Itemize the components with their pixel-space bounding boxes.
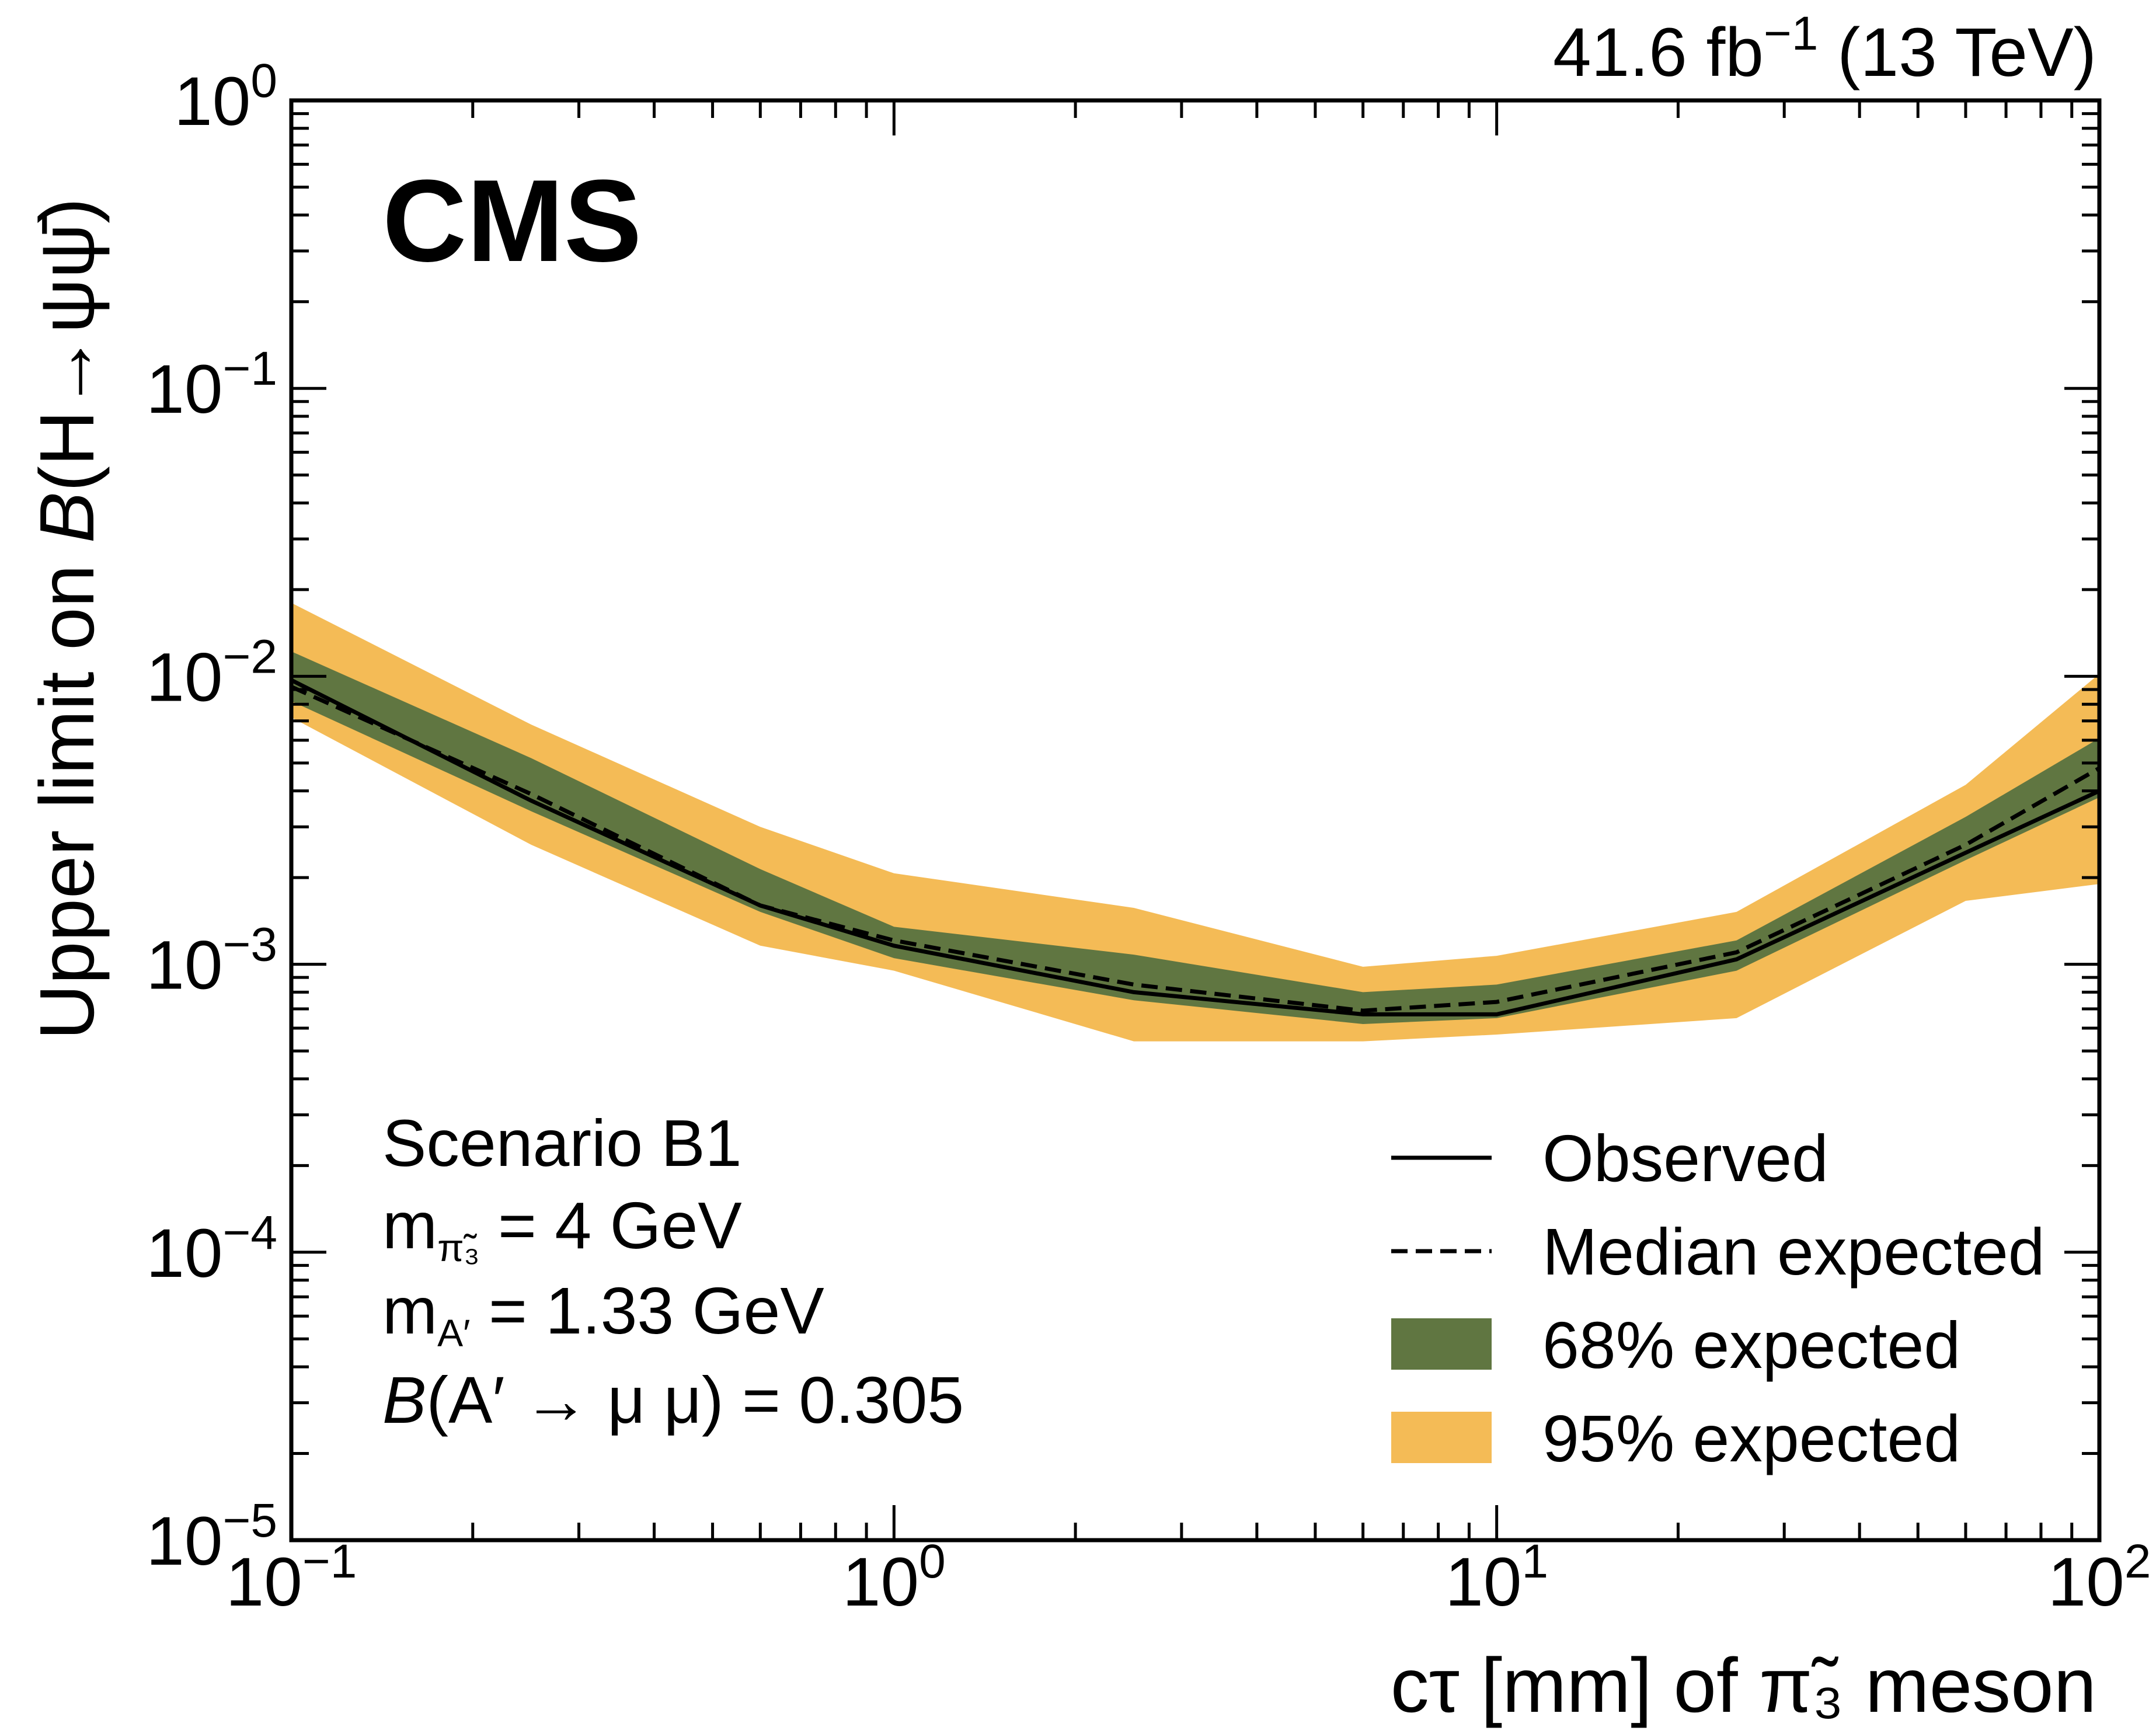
band-68 [291, 651, 2099, 1024]
legend-68-symbol [1391, 1318, 1492, 1370]
x-axis-label: cτ [mm] of π̃₃ meson [1391, 1642, 2096, 1728]
y-tick-label: 10−3 [146, 918, 277, 1004]
lumi-label: 41.6 fb−1 (13 TeV) [1553, 7, 2096, 91]
observed-line [290, 678, 2101, 1016]
bands-layer [291, 603, 2099, 1042]
legend-observed-label: Observed [1542, 1122, 1828, 1195]
ticks-layer: 10−1 100 101 102 100 10−1 10−2 10−3 10−4 10−5 [146, 54, 2151, 1621]
plot-frame [289, 98, 2102, 1543]
lines-layer [290, 678, 2101, 1016]
y-tick-label: 10−5 [146, 1494, 277, 1580]
y-tick-label: 10−1 [146, 342, 277, 428]
x-tick-label: 100 [842, 1535, 946, 1621]
expected-line [290, 685, 2101, 1013]
band-95 [291, 603, 2099, 1042]
scenario-annotation: Scenario B1 mπ̃₃ = 4 GeV mA′ = 1.33 GeV … [382, 1106, 964, 1437]
scenario-label: Scenario B1 [382, 1106, 742, 1180]
legend: Observed Median expected 68% expected 95… [1391, 1122, 2045, 1475]
legend-95-label: 95% expected [1542, 1402, 1960, 1475]
x-tick-label: 10−1 [226, 1535, 357, 1621]
legend-95-symbol [1391, 1412, 1492, 1463]
y-tick-label: 10−4 [146, 1206, 277, 1292]
y-tick-label: 100 [174, 54, 277, 140]
pi-mass-label: mπ̃₃ = 4 GeV [382, 1189, 742, 1269]
legend-expected-label: Median expected [1542, 1215, 2045, 1289]
y-tick-label: 10−2 [146, 630, 277, 716]
branching-label: B(A′ → μ μ) = 0.305 [382, 1363, 964, 1437]
x-tick-label: 101 [1445, 1535, 1548, 1621]
y-axis-label: Upper limit on B(H→ψψ̄) [24, 198, 110, 1040]
legend-68-label: 68% expected [1542, 1308, 1960, 1382]
x-tick-label: 102 [2048, 1535, 2151, 1621]
cms-label: CMS [382, 156, 642, 286]
aprime-mass-label: mA′ = 1.33 GeV [382, 1274, 824, 1355]
